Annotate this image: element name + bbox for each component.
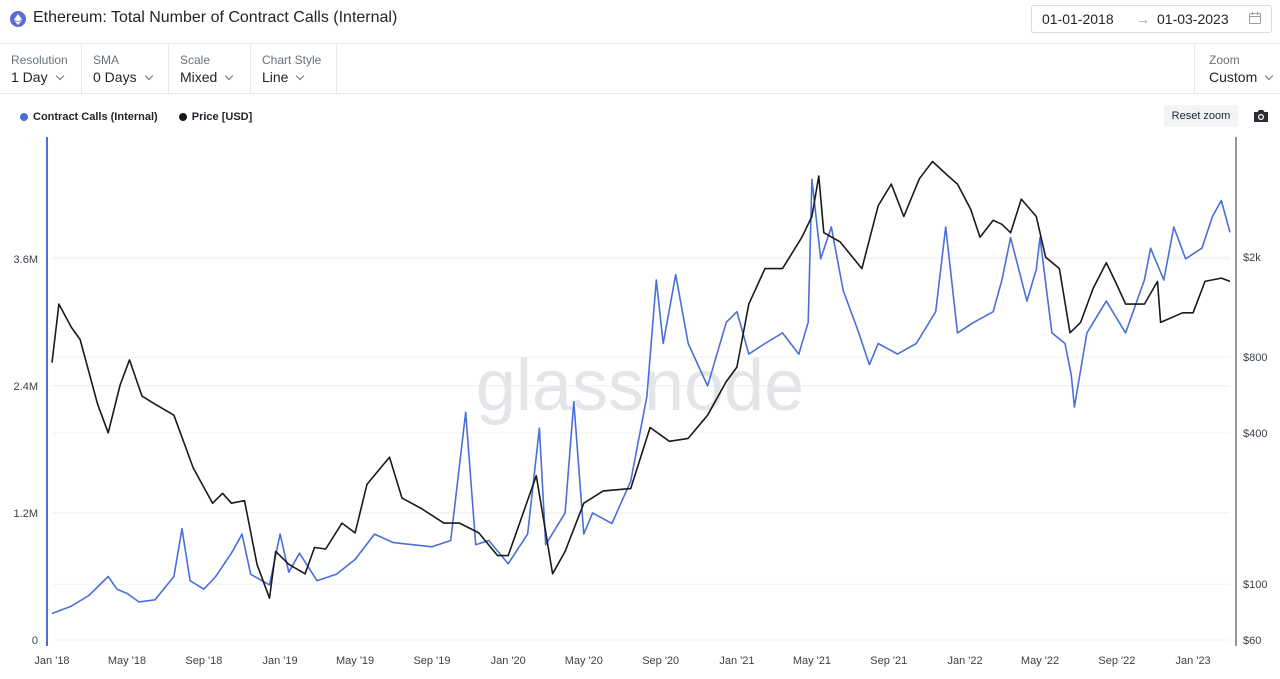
left-axis: 0 1.2M 2.4M 3.6M [14, 254, 38, 647]
calendar-icon[interactable] [1249, 12, 1261, 24]
x-axis: Jan '18 May '18 Sep '18 Jan '19 May '19 Sep '… [34, 655, 1210, 667]
x-tick-label: May '20 [565, 655, 603, 667]
x-tick-label: May '19 [336, 655, 374, 667]
legend-label: Contract Calls (Internal) [33, 111, 158, 123]
reset-zoom-button[interactable]: Reset zoom [1164, 105, 1238, 127]
x-tick-label: May '21 [793, 655, 831, 667]
scale-label: Scale [180, 53, 211, 67]
ethereum-icon [10, 11, 26, 27]
series-line-price [51, 160, 1231, 599]
x-tick-label: Jan '23 [1176, 655, 1211, 667]
date-range-arrow: → [1136, 11, 1150, 27]
x-tick-label: Jan '21 [719, 655, 754, 667]
resolution-label: Resolution [11, 53, 68, 67]
date-end-input[interactable]: 01-03-2023 [1157, 11, 1229, 27]
zoom-label: Zoom [1209, 53, 1240, 67]
header-bar: Ethereum: Total Number of Contract Calls… [0, 0, 1280, 44]
x-tick-label: May '22 [1021, 655, 1059, 667]
zoom-value[interactable]: Custom [1209, 69, 1274, 85]
x-tick-label: Sep '19 [413, 655, 450, 667]
grid-lines [52, 256, 1230, 641]
page-title: Ethereum: Total Number of Contract Calls… [33, 9, 398, 26]
watermark: glassnode [476, 346, 804, 426]
sma-select[interactable]: SMA 0 Days [82, 44, 169, 93]
y-right-tick-label: $800 [1243, 352, 1267, 364]
series-line-contract-calls [51, 178, 1231, 615]
zoom-select[interactable]: Zoom Custom [1194, 44, 1280, 93]
scale-value[interactable]: Mixed [180, 69, 234, 85]
series-layer [51, 160, 1231, 615]
x-tick-label: Sep '21 [870, 655, 907, 667]
x-tick-label: Jan '20 [491, 655, 526, 667]
sma-label: SMA [93, 53, 120, 67]
legend-item-contract-calls[interactable]: Contract Calls (Internal) [20, 111, 158, 123]
chart-style-label: Chart Style [262, 53, 322, 67]
legend-label: Price [USD] [191, 111, 253, 123]
chart-style-value[interactable]: Line [262, 69, 305, 85]
x-tick-label: Jan '18 [34, 655, 69, 667]
y-left-tick-label: 0 [32, 635, 38, 647]
y-left-tick-label: 3.6M [14, 254, 38, 266]
camera-icon[interactable] [1253, 109, 1269, 123]
right-axis: $60 $100 $400 $800 $2k [1243, 252, 1267, 647]
x-tick-label: Jan '19 [263, 655, 298, 667]
x-tick-label: May '18 [108, 655, 146, 667]
resolution-select[interactable]: Resolution 1 Day [0, 44, 82, 93]
y-right-tick-label: $60 [1243, 635, 1261, 647]
date-start-input[interactable]: 01-01-2018 [1042, 11, 1114, 27]
y-right-tick-label: $2k [1243, 252, 1261, 264]
y-right-tick-label: $100 [1243, 579, 1267, 591]
legend-item-price[interactable]: Price [USD] [178, 111, 253, 123]
legend-dot-icon [20, 113, 28, 121]
sma-value[interactable]: 0 Days [93, 69, 153, 85]
date-range-picker[interactable]: 01-01-2018 → 01-03-2023 [1031, 5, 1272, 33]
y-right-tick-label: $400 [1243, 428, 1267, 440]
x-tick-label: Sep '22 [1098, 655, 1135, 667]
chart-toolbar: Resolution 1 Day SMA 0 Days Scale Mixed … [0, 44, 1280, 94]
legend-dot-icon [178, 113, 187, 121]
chart-legend: Contract Calls (Internal) Price [USD] [20, 111, 270, 124]
chart-style-select[interactable]: Chart Style Line [251, 44, 337, 93]
x-tick-label: Sep '18 [185, 655, 222, 667]
y-left-tick-label: 2.4M [14, 381, 38, 393]
scale-select[interactable]: Scale Mixed [169, 44, 251, 93]
x-tick-label: Sep '20 [642, 655, 679, 667]
y-left-tick-label: 1.2M [14, 508, 38, 520]
x-tick-label: Jan '22 [947, 655, 982, 667]
resolution-value[interactable]: 1 Day [11, 69, 64, 85]
